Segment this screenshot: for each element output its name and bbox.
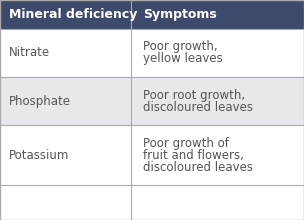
Text: Mineral deficiency: Mineral deficiency: [9, 8, 137, 21]
Bar: [0, 0, 131, 29]
Bar: [131, 125, 304, 185]
Text: Symptoms: Symptoms: [143, 8, 217, 21]
Text: Poor growth,: Poor growth,: [143, 40, 217, 53]
Text: Phosphate: Phosphate: [9, 95, 71, 108]
Bar: [131, 77, 304, 125]
Text: discoloured leaves: discoloured leaves: [143, 101, 253, 114]
Text: Nitrate: Nitrate: [9, 46, 50, 59]
Text: Potassium: Potassium: [9, 148, 70, 162]
Text: Poor root growth,: Poor root growth,: [143, 89, 245, 102]
Text: fruit and flowers,: fruit and flowers,: [143, 148, 244, 162]
Text: discoloured leaves: discoloured leaves: [143, 161, 253, 174]
Bar: [131, 0, 304, 29]
Bar: [0, 29, 131, 77]
Text: Poor growth of: Poor growth of: [143, 136, 229, 150]
Bar: [0, 125, 131, 185]
Bar: [131, 29, 304, 77]
Text: yellow leaves: yellow leaves: [143, 52, 223, 65]
Bar: [0, 77, 131, 125]
